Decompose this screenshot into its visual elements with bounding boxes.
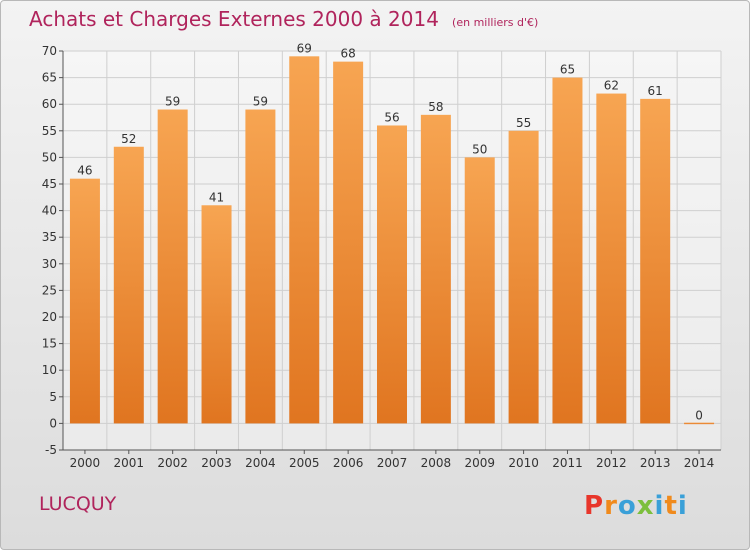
y-tick-label: 5 xyxy=(49,390,57,404)
x-tick-label: 2012 xyxy=(596,456,627,470)
x-tick-label: 2004 xyxy=(245,456,276,470)
bar-2008 xyxy=(420,114,451,424)
bar-2009 xyxy=(464,157,495,424)
logo-letter: i xyxy=(677,491,688,521)
bar-2013 xyxy=(640,98,671,424)
y-tick-label: 40 xyxy=(42,204,57,218)
data-label: 68 xyxy=(340,47,355,61)
bar-2006 xyxy=(333,61,364,424)
x-tick-label: 2006 xyxy=(333,456,364,470)
data-label: 58 xyxy=(428,100,443,114)
logo-letter: P xyxy=(584,491,605,521)
logo-letter: r xyxy=(604,491,618,521)
x-tick-label: 2005 xyxy=(289,456,320,470)
bar-2011 xyxy=(552,77,583,424)
data-label: 61 xyxy=(648,84,663,98)
bar-2010 xyxy=(508,130,539,424)
logo-letter: x xyxy=(636,491,655,521)
data-label: 69 xyxy=(297,41,312,55)
bar-2003 xyxy=(201,205,232,424)
x-tick-label: 2014 xyxy=(684,456,715,470)
data-label: 50 xyxy=(472,142,487,156)
logo-letter: t xyxy=(664,491,678,521)
x-tick-label: 2001 xyxy=(114,456,145,470)
y-tick-label: 0 xyxy=(49,416,57,430)
bar-2007 xyxy=(377,125,407,424)
y-tick-label: 45 xyxy=(42,177,57,191)
chart-title: Achats et Charges Externes 2000 à 2014 xyxy=(29,7,439,31)
x-tick-label: 2008 xyxy=(421,456,452,470)
x-tick-label: 2013 xyxy=(640,456,671,470)
logo-letter: o xyxy=(617,491,637,521)
y-tick-label: 30 xyxy=(42,257,57,271)
y-tick-label: 65 xyxy=(42,71,57,85)
bar-2000 xyxy=(69,178,100,424)
bar-2001 xyxy=(113,146,144,424)
data-label: 41 xyxy=(209,190,224,204)
bar-2014 xyxy=(684,422,715,425)
x-tick-label: 2003 xyxy=(201,456,232,470)
chart-subtitle: (en milliers d'€) xyxy=(452,16,539,29)
bar-2002 xyxy=(157,109,188,424)
commune-name: LUCQUY xyxy=(39,493,117,515)
y-tick-label: 55 xyxy=(42,124,57,138)
bar-2005 xyxy=(289,56,320,424)
data-label: 0 xyxy=(695,408,703,422)
data-label: 65 xyxy=(560,63,575,77)
data-label: 62 xyxy=(604,79,619,93)
y-tick-label: 50 xyxy=(42,150,57,164)
proxiti-logo: Proxiti xyxy=(584,491,688,521)
bar-2012 xyxy=(596,93,627,424)
data-label: 55 xyxy=(516,116,531,130)
y-tick-label: 20 xyxy=(42,310,57,324)
data-label: 56 xyxy=(384,110,399,124)
bar-2004 xyxy=(245,109,276,424)
data-label: 52 xyxy=(121,132,136,146)
data-label: 59 xyxy=(253,95,268,109)
x-tick-label: 2009 xyxy=(464,456,495,470)
x-tick-label: 2000 xyxy=(70,456,101,470)
x-tick-label: 2011 xyxy=(552,456,583,470)
x-tick-label: 2007 xyxy=(377,456,408,470)
data-label: 59 xyxy=(165,95,180,109)
data-label: 46 xyxy=(77,164,92,178)
y-tick-label: 15 xyxy=(42,337,57,351)
y-tick-label: 10 xyxy=(42,363,57,377)
x-tick-label: 2010 xyxy=(508,456,539,470)
x-tick-label: 2002 xyxy=(157,456,188,470)
y-tick-label: 70 xyxy=(42,44,57,58)
logo-letter: i xyxy=(654,491,665,521)
y-tick-label: -5 xyxy=(45,443,57,457)
y-tick-label: 60 xyxy=(42,97,57,111)
title-block: Achats et Charges Externes 2000 à 2014 (… xyxy=(29,7,538,31)
y-tick-label: 35 xyxy=(42,230,57,244)
y-tick-label: 25 xyxy=(42,283,57,297)
